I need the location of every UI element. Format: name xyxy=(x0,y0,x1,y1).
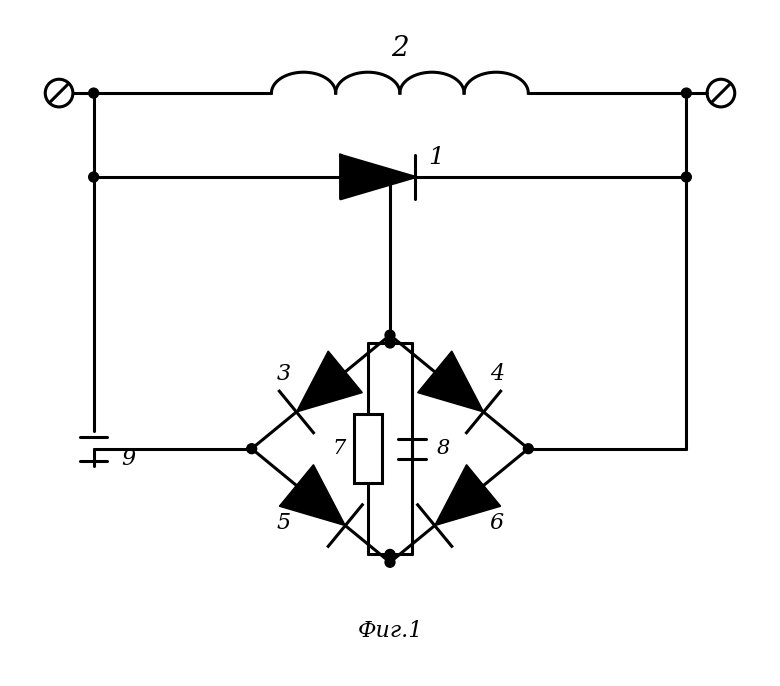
Text: 1: 1 xyxy=(428,146,445,169)
Circle shape xyxy=(385,172,395,182)
Circle shape xyxy=(89,172,98,182)
Polygon shape xyxy=(417,351,484,412)
Bar xyxy=(354,414,382,483)
Text: Фиг.1: Фиг.1 xyxy=(357,620,423,643)
Circle shape xyxy=(523,444,534,453)
Circle shape xyxy=(246,444,257,453)
Circle shape xyxy=(682,88,691,98)
Text: 9: 9 xyxy=(121,447,135,470)
Circle shape xyxy=(385,549,395,559)
Text: 7: 7 xyxy=(332,439,346,458)
Text: 6: 6 xyxy=(490,512,504,534)
Polygon shape xyxy=(296,351,363,412)
Polygon shape xyxy=(279,464,346,525)
Text: 2: 2 xyxy=(391,35,409,62)
Text: 5: 5 xyxy=(276,512,290,534)
Circle shape xyxy=(385,330,395,340)
Text: 3: 3 xyxy=(276,363,290,385)
Circle shape xyxy=(385,338,395,348)
Circle shape xyxy=(682,172,691,182)
Text: 8: 8 xyxy=(437,439,450,458)
Polygon shape xyxy=(341,155,415,199)
Circle shape xyxy=(89,88,98,98)
Text: 4: 4 xyxy=(490,363,504,385)
Circle shape xyxy=(385,557,395,567)
Polygon shape xyxy=(434,464,501,525)
